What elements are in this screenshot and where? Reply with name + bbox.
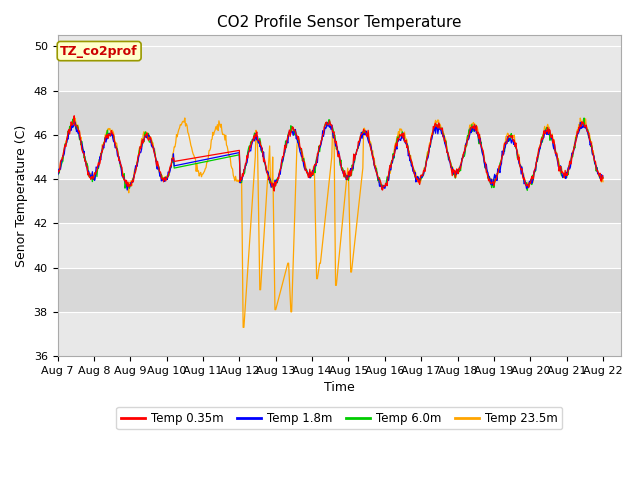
Bar: [58, 268, 621, 312]
Bar: [58, 135, 621, 179]
Title: CO2 Profile Sensor Temperature: CO2 Profile Sensor Temperature: [217, 15, 461, 30]
Bar: [58, 179, 621, 223]
Bar: [58, 312, 621, 356]
Bar: [58, 223, 621, 268]
Legend: Temp 0.35m, Temp 1.8m, Temp 6.0m, Temp 23.5m: Temp 0.35m, Temp 1.8m, Temp 6.0m, Temp 2…: [116, 407, 563, 430]
X-axis label: Time: Time: [324, 382, 355, 395]
Bar: [58, 91, 621, 135]
Bar: [58, 47, 621, 91]
Y-axis label: Senor Temperature (C): Senor Temperature (C): [15, 125, 28, 267]
Text: TZ_co2prof: TZ_co2prof: [60, 45, 138, 58]
